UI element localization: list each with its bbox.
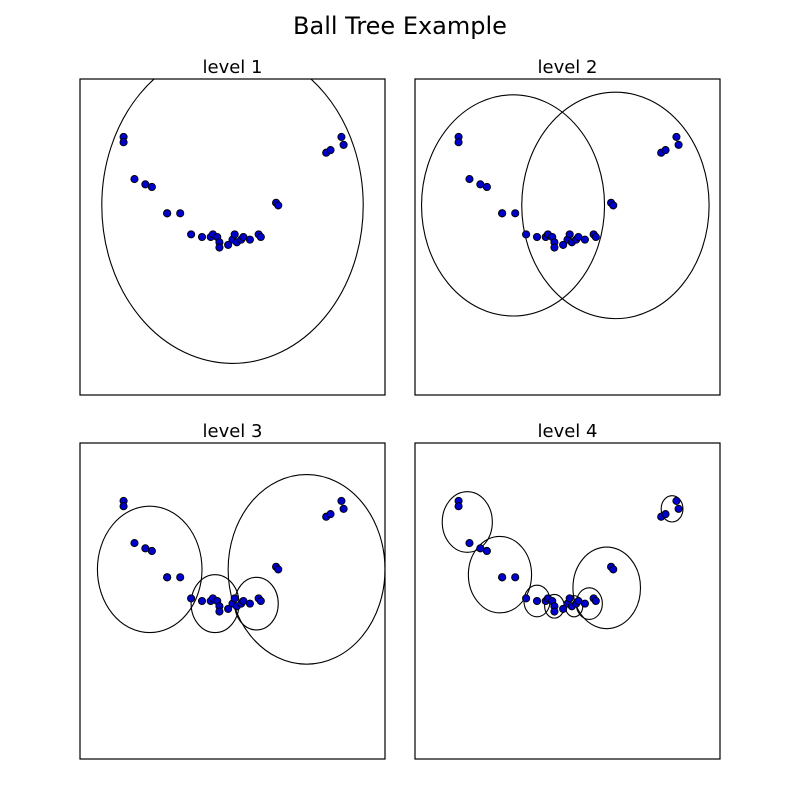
ball-circle [660,495,684,523]
data-point [465,539,474,548]
data-point [465,175,474,184]
data-point [119,138,128,147]
data-point [163,209,172,218]
data-point [661,510,670,519]
ball-circle [227,474,385,665]
data-point [176,573,185,582]
data-point [224,604,233,613]
data-point [274,201,283,210]
data-point [532,232,542,242]
data-point [147,182,156,192]
data-point [326,146,335,155]
data-point [230,594,239,603]
data-point [215,243,224,252]
data-point [522,230,531,239]
data-point [609,201,618,210]
data-point [674,504,683,513]
panel-title: level 4 [538,421,598,442]
data-point [580,599,589,608]
data-point [339,504,348,513]
data-point [559,240,568,249]
data-point [197,232,207,242]
data-point [482,546,491,556]
ball-circle [521,91,710,320]
data-point [245,235,254,244]
data-point [130,539,139,548]
data-point [482,182,491,192]
data-point [197,596,207,606]
data-point [532,596,542,606]
panel-title: level 3 [203,421,263,442]
data-point [498,209,507,218]
data-point [498,573,507,582]
data-point [187,594,196,603]
data-point [672,496,681,505]
data-point [454,502,463,511]
ball-circle [96,505,203,634]
ball-circle [101,79,364,364]
data-point [256,596,265,606]
panel-level-3: level 3 [79,421,386,760]
data-point [565,594,574,603]
data-point [661,146,670,155]
panel-level-2: level 2 [414,57,721,396]
data-point [511,573,520,582]
ball-circle [441,491,493,553]
data-point [591,232,600,242]
data-point [256,232,265,242]
data-point [550,243,559,252]
data-point [147,546,156,556]
data-point [511,209,520,218]
data-point [326,510,335,519]
data-point [245,599,254,608]
data-point [609,565,618,574]
panel-title: level 2 [538,57,598,78]
data-point [559,604,568,613]
data-point [163,573,172,582]
data-point [565,230,574,239]
data-point [674,140,683,149]
data-point [337,132,346,141]
figure-title: Ball Tree Example [293,12,507,40]
data-point [337,496,346,505]
panel-level-1: level 1 [79,57,386,396]
data-point [591,596,600,606]
ball-circle [572,546,642,630]
data-point [130,175,139,184]
data-point [224,240,233,249]
data-point [230,230,239,239]
data-point [274,565,283,574]
data-point [215,607,224,616]
data-point [580,235,589,244]
ball-circle [420,94,606,317]
ball-circle [467,535,533,614]
data-point [176,209,185,218]
panel-level-4: level 4 [414,421,721,760]
data-point [187,230,196,239]
data-point [454,138,463,147]
data-point [119,502,128,511]
data-point [339,140,348,149]
data-point [672,132,681,141]
panel-title: level 1 [203,57,263,78]
data-point [522,594,531,603]
data-point [550,607,559,616]
